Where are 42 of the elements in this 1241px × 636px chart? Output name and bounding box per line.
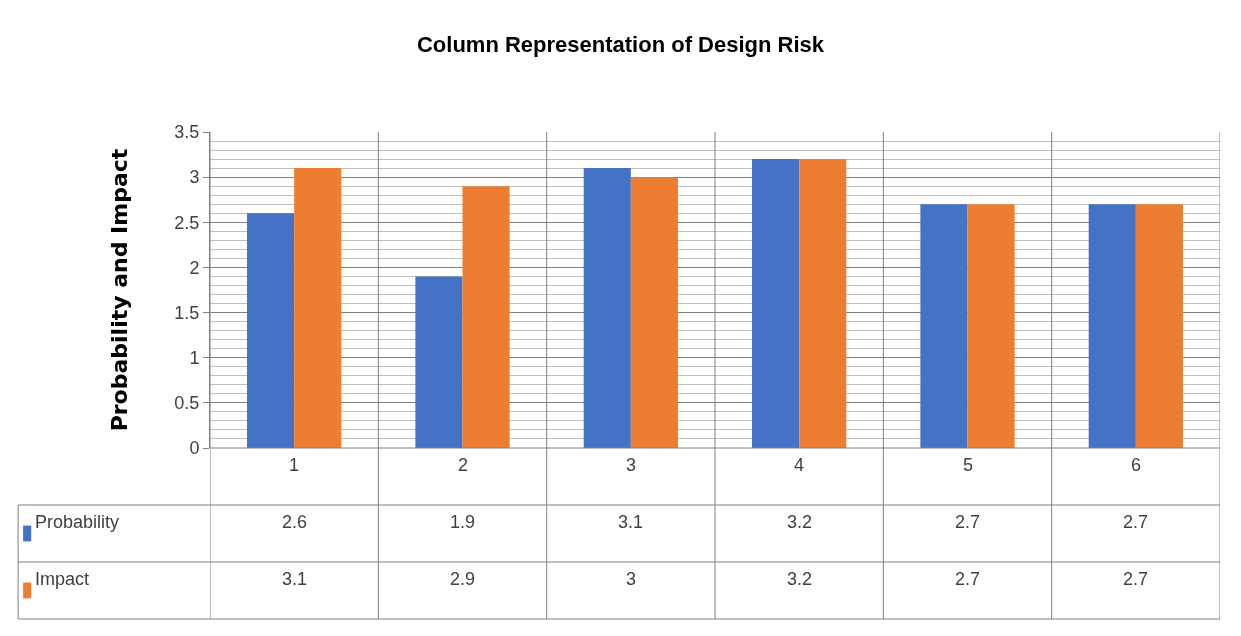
x-tick-label: 3 [626, 455, 637, 475]
data-label: 2.7 [1123, 512, 1149, 532]
bar [799, 159, 847, 448]
bar [294, 168, 342, 448]
y-tick-label: 1.5 [174, 302, 200, 323]
data-label: 2.7 [955, 512, 981, 532]
data-label: 2.7 [1123, 569, 1149, 589]
data-label: 3 [626, 569, 637, 589]
x-tick-label: 2 [458, 455, 469, 475]
bar [630, 177, 678, 448]
bar [462, 186, 510, 448]
data-label: 2.7 [955, 569, 981, 589]
y-tick-label: 1 [189, 348, 200, 369]
data-label: 3.1 [618, 512, 644, 532]
bar [1088, 204, 1136, 448]
bar [415, 276, 463, 448]
x-tick-label: 1 [289, 455, 300, 475]
bar [967, 204, 1015, 448]
chart-title: Column Representation of Design Risk [416, 32, 825, 58]
x-tick-label: 5 [963, 455, 974, 475]
bar [583, 168, 631, 448]
x-tick-label: 4 [794, 455, 805, 475]
bar [1135, 204, 1183, 448]
y-tick-label: 2.5 [174, 212, 200, 233]
data-label: 3.2 [787, 569, 813, 589]
legend-label: Probability [35, 512, 120, 532]
data-label: 2.9 [450, 569, 476, 589]
data-label: 3.1 [282, 569, 308, 589]
y-tick-label: 0.5 [174, 393, 200, 414]
legend-label: Impact [35, 569, 90, 589]
y-tick-label: 3.5 [174, 122, 200, 143]
data-label: 1.9 [450, 512, 476, 532]
bar [920, 204, 968, 448]
bar [247, 213, 295, 448]
data-label: 2.6 [282, 512, 308, 532]
y-axis-title: Probability and Impact [107, 148, 133, 432]
y-tick-label: 2 [189, 257, 200, 278]
y-tick-label: 0 [189, 438, 200, 459]
x-tick-label: 6 [1131, 455, 1142, 475]
data-label: 3.2 [787, 512, 813, 532]
y-tick-label: 3 [189, 167, 200, 188]
bar [752, 159, 800, 448]
